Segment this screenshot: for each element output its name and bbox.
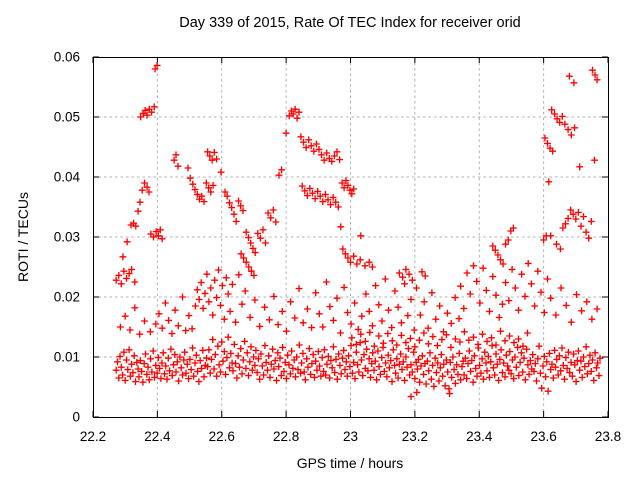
y-tick-label: 0.03 xyxy=(54,230,80,245)
x-tick-label: 23.8 xyxy=(595,429,621,444)
axis-ticks xyxy=(92,56,609,418)
y-tick-label: 0.05 xyxy=(54,110,80,125)
x-tick-label: 22.6 xyxy=(209,429,235,444)
y-tick-label: 0.06 xyxy=(54,50,80,65)
x-tick-label: 22.4 xyxy=(144,429,171,444)
x-axis-label: GPS time / hours xyxy=(297,455,404,471)
y-tick-label: 0.01 xyxy=(54,350,80,365)
y-axis-label: ROTI / TECUs xyxy=(15,192,31,282)
data-points xyxy=(112,62,604,400)
y-tick-label: 0.02 xyxy=(54,290,80,305)
x-tick-labels: 22.2 22.4 22.6 22.8 23 23.2 23.4 23.6 23.8 xyxy=(80,429,621,444)
x-tick-label: 23.6 xyxy=(530,429,556,444)
x-tick-label: 22.8 xyxy=(273,429,299,444)
y-tick-labels: 0 0.01 0.02 0.03 0.04 0.05 0.06 xyxy=(54,50,81,425)
x-tick-label: 23.2 xyxy=(402,429,428,444)
x-tick-label: 22.2 xyxy=(80,429,106,444)
x-tick-label: 23.4 xyxy=(466,429,493,444)
y-tick-label: 0 xyxy=(72,410,80,425)
grid-lines xyxy=(93,57,608,417)
y-tick-label: 0.04 xyxy=(54,170,81,185)
chart-title: Day 339 of 2015, Rate Of TEC Index for r… xyxy=(179,15,520,31)
x-tick-label: 23 xyxy=(343,429,358,444)
